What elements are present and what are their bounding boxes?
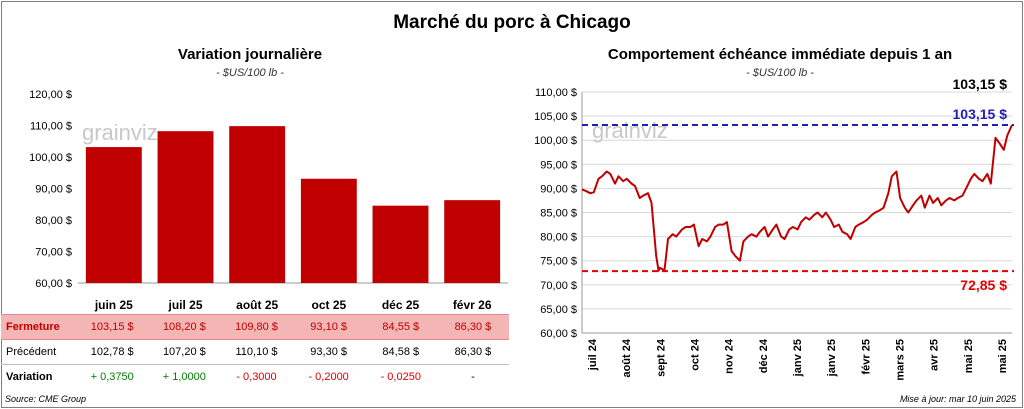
row-label: Précédent	[1, 339, 77, 365]
price-table: Fermeture 103,15 $ 108,20 $ 109,80 $ 93,…	[1, 314, 509, 389]
y-tick-label: 90,00 $	[35, 184, 72, 196]
x-tick-label: août 25	[236, 298, 278, 312]
y-tick-label: 80,00 $	[35, 215, 72, 227]
bar-chart: grainviz 60,00 $ 70,00 $ 80,00 $ 90,00 $ 100,…	[29, 89, 508, 312]
left-panel-subtitle: - $US/100 lb -	[216, 67, 284, 79]
left-panel-title: Variation journalière	[177, 46, 323, 63]
table-cell: 110,10 $	[220, 339, 293, 365]
bar	[372, 205, 429, 283]
x-tick-label: juil 25	[167, 298, 202, 312]
update-note: Mise à jour: mar 10 juin 2025	[899, 394, 1016, 404]
table-cell: 84,58 $	[364, 339, 437, 365]
right-panel-subtitle: - $US/100 lb -	[746, 67, 814, 79]
y-tick-label: 60,00 $	[35, 278, 72, 290]
bar	[444, 200, 501, 283]
bar	[85, 147, 142, 283]
table-cell: 107,20 $	[148, 339, 221, 365]
main-title: Marché du porc à Chicago	[393, 12, 631, 33]
bar	[157, 131, 214, 283]
variation-cell: - 0,2000	[308, 371, 349, 383]
table-cell: 108,20 $	[148, 314, 221, 340]
variation-cell: + 1,0000	[162, 371, 206, 383]
table-cell: 102,78 $	[76, 339, 149, 365]
y-tick-label: 70,00 $	[35, 247, 72, 259]
table-cell: 86,30 $	[436, 314, 509, 340]
table-cell: 86,30 $	[436, 339, 509, 365]
table-cell: 84,55 $	[364, 314, 437, 340]
variation-cell: - 0,3000	[236, 371, 277, 383]
row-label: Fermeture	[1, 314, 77, 340]
table-row-previous: Précédent 102,78 $ 107,20 $ 110,10 $ 93,…	[1, 339, 509, 365]
x-tick-label: juin 25	[94, 298, 133, 312]
table-row-close: Fermeture 103,15 $ 108,20 $ 109,80 $ 93,…	[1, 314, 509, 340]
x-tick-label: févr 26	[453, 298, 492, 312]
variation-cell: -	[471, 371, 475, 383]
variation-cell: + 0,3750	[90, 371, 134, 383]
x-tick-label: déc 25	[382, 298, 420, 312]
right-panel-title: Comportement échéance immédiate depuis 1…	[607, 46, 953, 63]
y-tick-label: 120,00 $	[29, 89, 72, 101]
table-row-variation: Variation + 0,3750 + 1,0000 - 0,3000 - 0…	[1, 365, 509, 390]
table-cell: 93,30 $	[292, 339, 365, 365]
variation-cell: - 0,0250	[380, 371, 421, 383]
bar	[229, 126, 286, 283]
table-cell: 93,10 $	[292, 314, 365, 340]
x-tick-label: oct 25	[311, 298, 346, 312]
bar	[300, 178, 357, 283]
y-tick-label: 110,00 $	[30, 121, 72, 133]
source-note: Source: CME Group	[5, 394, 87, 404]
y-tick-label: 100,00 $	[29, 152, 72, 164]
watermark-logo: grainviz	[82, 120, 158, 145]
row-label: Variation	[6, 371, 53, 383]
table-cell: 103,15 $	[76, 314, 149, 340]
table-cell: 109,80 $	[220, 314, 293, 340]
